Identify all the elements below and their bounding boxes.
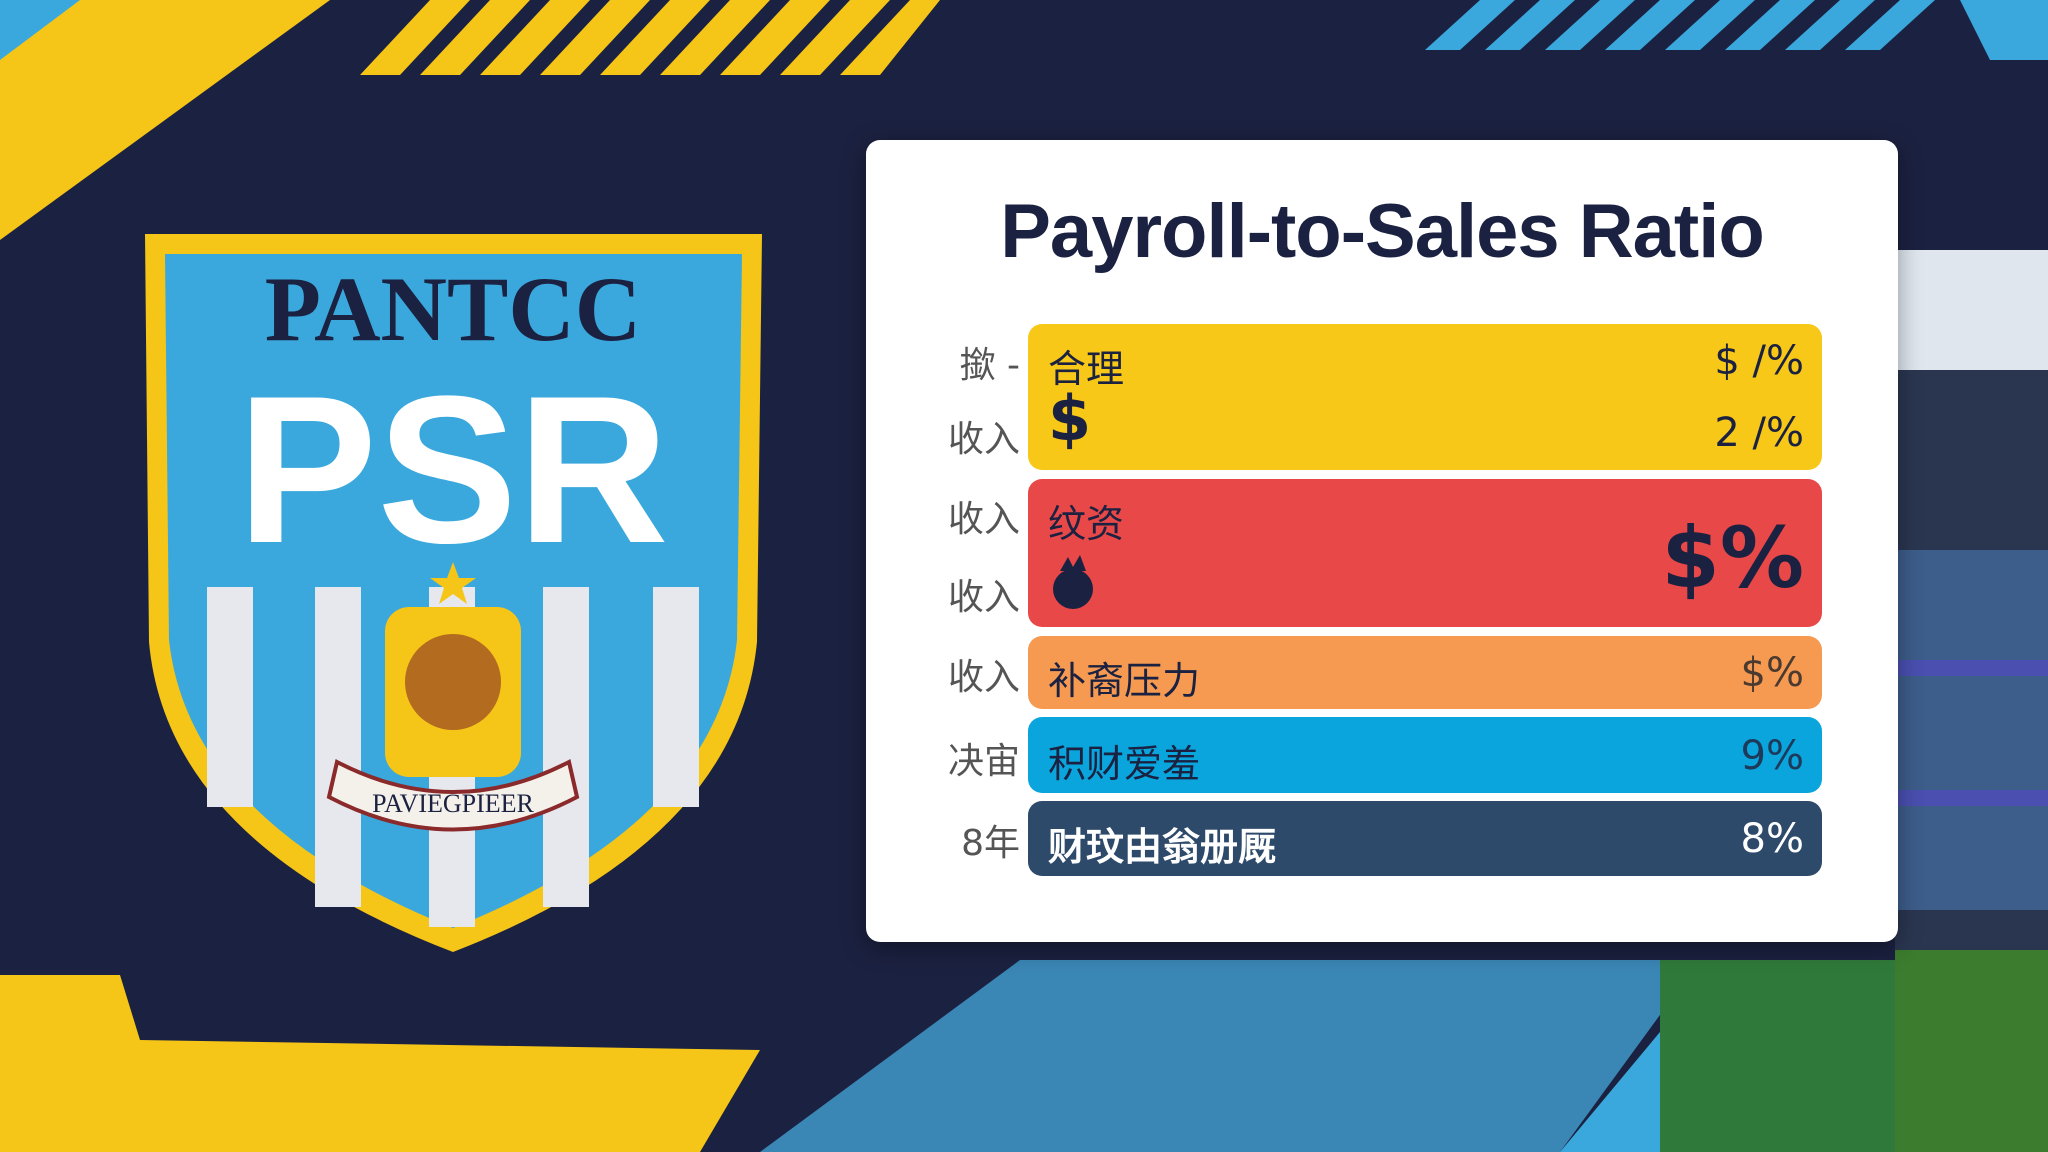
row-label: 收入 xyxy=(947,419,1020,460)
bar-label: 纹资 xyxy=(1048,502,1125,546)
bar-value: $ /% xyxy=(1714,338,1804,384)
ratio-card: Payroll-to-Sales Ratio 撳 - 收入 合理 $ $ /% … xyxy=(866,140,1898,942)
lion-icon xyxy=(1053,555,1093,609)
stadium-photo xyxy=(1895,250,2048,1152)
psr-crest-logo: PANTCC PSR PAVIEGPIEER xyxy=(145,234,762,952)
bar-value: $% xyxy=(1740,650,1804,696)
bar-label: 积财爱羞 xyxy=(1048,742,1201,786)
bar-row-finance: 财玟由翁册厩 8% xyxy=(1028,801,1822,876)
row-label: 收入 xyxy=(947,657,1020,698)
row-label: 收入 xyxy=(947,499,1020,540)
bar-label: 补裔压力 xyxy=(1048,659,1201,703)
bar-row-cover: 积财爱羞 9% xyxy=(1028,717,1822,793)
row-label: 8年 xyxy=(961,823,1020,864)
bar-row-pressure: 补裔压力 $% xyxy=(1028,636,1822,709)
crest-top-text: PANTCC xyxy=(265,258,642,360)
bar-label: 合理 xyxy=(1048,347,1125,391)
bar-row-wage: 纹资 $% xyxy=(1028,479,1822,627)
crest-banner-text: PAVIEGPIEER xyxy=(372,789,534,818)
crest-main-text: PSR xyxy=(237,352,669,587)
row-label: 撳 - xyxy=(959,345,1020,386)
bar-value: 8% xyxy=(1740,816,1804,862)
bar-value: 2 /% xyxy=(1714,410,1804,456)
bar-label: 财玟由翁册厩 xyxy=(1048,825,1277,869)
card-title: Payroll-to-Sales Ratio xyxy=(1000,189,1765,274)
bar-value: 9% xyxy=(1740,733,1804,779)
star-icon xyxy=(430,562,476,604)
dollar-icon: $ xyxy=(1048,382,1092,455)
row-label: 决宙 xyxy=(947,741,1020,782)
row-label: 收入 xyxy=(947,577,1020,618)
bar-row-reasonable: 合理 $ $ /% 2 /% xyxy=(1028,324,1822,470)
bar-value: $% xyxy=(1661,509,1804,607)
